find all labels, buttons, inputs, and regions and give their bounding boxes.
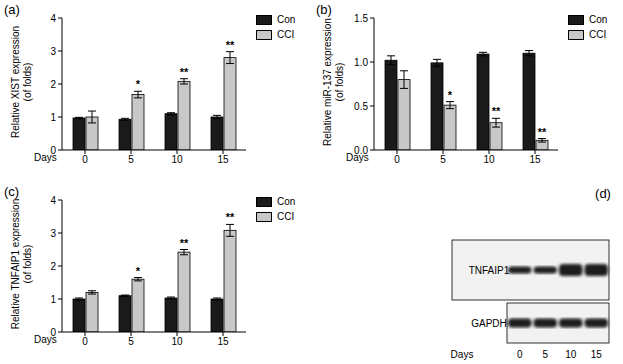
svg-text:GAPDH: GAPDH: [471, 318, 507, 329]
svg-text:15: 15: [591, 349, 603, 360]
svg-text:1.5: 1.5: [354, 13, 368, 24]
svg-text:5: 5: [128, 154, 134, 165]
svg-text:10: 10: [171, 336, 183, 347]
svg-text:0: 0: [82, 336, 88, 347]
svg-text:TNFAIP1: TNFAIP1: [469, 265, 510, 276]
svg-text:5: 5: [440, 154, 446, 165]
svg-text:2: 2: [50, 261, 56, 272]
svg-text:Days: Days: [451, 349, 474, 360]
svg-text:2: 2: [50, 79, 56, 90]
svg-text:*: *: [136, 78, 141, 90]
svg-text:1: 1: [50, 112, 56, 123]
svg-text:10: 10: [483, 154, 495, 165]
svg-text:0: 0: [82, 154, 88, 165]
svg-text:**: **: [180, 237, 189, 249]
svg-text:0.5: 0.5: [354, 101, 368, 112]
svg-text:**: **: [538, 126, 547, 138]
svg-text:4: 4: [50, 195, 56, 206]
svg-text:*: *: [136, 265, 141, 277]
svg-text:3: 3: [50, 228, 56, 239]
svg-text:15: 15: [529, 154, 541, 165]
svg-text:0: 0: [394, 154, 400, 165]
svg-text:0: 0: [517, 349, 523, 360]
svg-text:15: 15: [217, 154, 229, 165]
svg-text:**: **: [226, 211, 235, 223]
svg-text:1: 1: [50, 294, 56, 305]
svg-text:(d): (d): [595, 186, 611, 201]
svg-text:5: 5: [128, 336, 134, 347]
svg-text:5: 5: [542, 349, 548, 360]
svg-text:4: 4: [50, 13, 56, 24]
svg-text:*: *: [448, 89, 453, 101]
svg-text:3: 3: [50, 46, 56, 57]
svg-text:1.0: 1.0: [354, 57, 368, 68]
svg-text:15: 15: [217, 336, 229, 347]
svg-text:**: **: [180, 66, 189, 78]
svg-text:10: 10: [171, 154, 183, 165]
svg-text:10: 10: [565, 349, 577, 360]
svg-text:**: **: [492, 105, 501, 117]
svg-text:**: **: [226, 39, 235, 51]
